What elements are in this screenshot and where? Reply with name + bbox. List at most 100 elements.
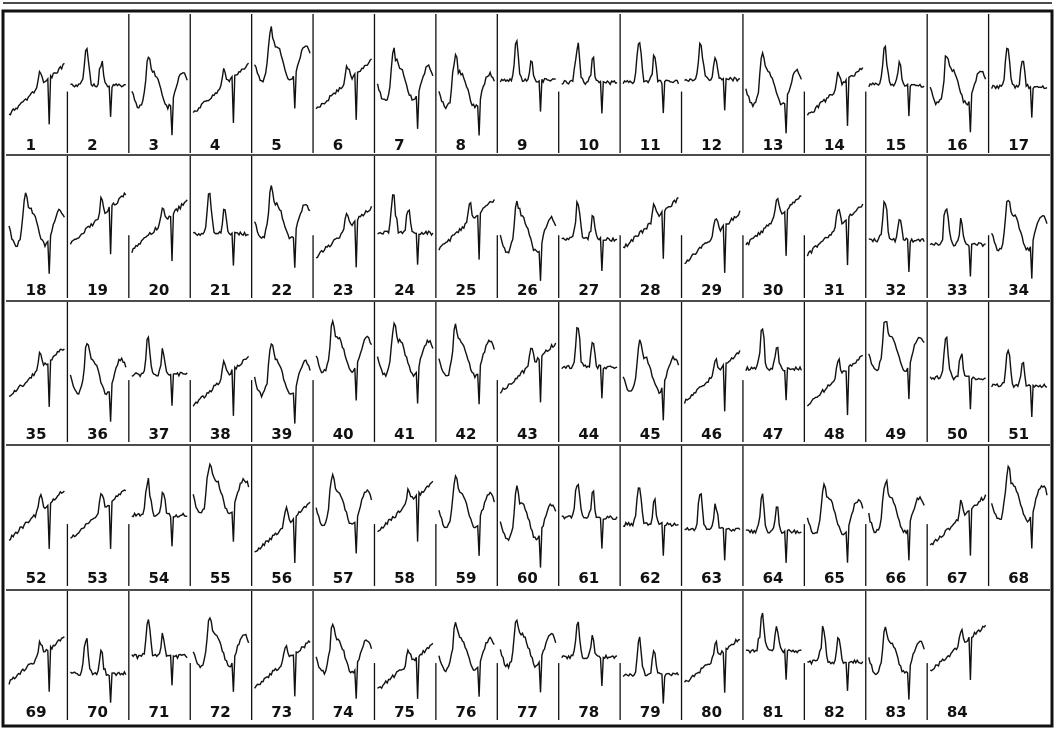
waveform-trace bbox=[561, 483, 618, 549]
panel-label: 67 bbox=[947, 569, 968, 587]
panel-47: 47 bbox=[742, 327, 803, 443]
waveform-trace bbox=[438, 199, 495, 260]
panel-72: 72 bbox=[189, 616, 250, 721]
waveform-trace bbox=[929, 624, 987, 681]
panel-label: 73 bbox=[271, 703, 292, 721]
waveform-trace bbox=[806, 354, 864, 416]
panel-8: 8 bbox=[435, 14, 495, 154]
panel-40: 40 bbox=[312, 318, 373, 443]
panel-label: 63 bbox=[701, 569, 722, 587]
panel-79: 79 bbox=[619, 636, 680, 721]
waveform-trace bbox=[499, 200, 557, 281]
waveform-trace bbox=[745, 493, 802, 563]
waveform-trace bbox=[69, 191, 127, 255]
panel-label: 40 bbox=[333, 425, 354, 443]
waveform-trace bbox=[929, 494, 987, 556]
panel-13: 13 bbox=[742, 14, 803, 154]
panel-73: 73 bbox=[250, 591, 311, 721]
waveform-trace bbox=[8, 636, 65, 692]
panel-25: 25 bbox=[435, 156, 495, 299]
panel-74: 74 bbox=[312, 591, 373, 721]
waveform-trace bbox=[438, 622, 495, 697]
panel-70: 70 bbox=[66, 591, 127, 721]
panel-39: 39 bbox=[250, 342, 311, 443]
panel-22: 22 bbox=[250, 156, 311, 299]
panel-label: 72 bbox=[210, 703, 231, 721]
panel-label: 68 bbox=[1008, 569, 1029, 587]
panel-43: 43 bbox=[496, 342, 557, 443]
panel-label: 30 bbox=[763, 281, 784, 299]
waveform-trace bbox=[69, 638, 127, 703]
panel-12: 12 bbox=[680, 41, 741, 154]
waveform-trace bbox=[683, 350, 741, 412]
panel-36: 36 bbox=[66, 302, 127, 443]
panel-67: 67 bbox=[926, 494, 987, 587]
panel-19: 19 bbox=[66, 156, 127, 299]
panel-62: 62 bbox=[619, 446, 679, 587]
panel-label: 19 bbox=[87, 281, 108, 299]
waveform-trace bbox=[131, 334, 188, 406]
waveform-trace bbox=[684, 210, 741, 273]
panel-4: 4 bbox=[189, 14, 250, 154]
panel-label: 9 bbox=[517, 136, 527, 154]
panel-51: 51 bbox=[987, 302, 1048, 443]
waveform-trace bbox=[745, 195, 802, 256]
panel-label: 17 bbox=[1008, 136, 1029, 154]
panel-3: 3 bbox=[128, 14, 188, 154]
panel-61: 61 bbox=[558, 446, 618, 587]
panel-label: 23 bbox=[333, 281, 354, 299]
panel-label: 1 bbox=[26, 136, 36, 154]
panel-label: 6 bbox=[333, 136, 343, 154]
waveform-trace bbox=[192, 62, 250, 124]
waveform-trace bbox=[254, 639, 311, 697]
row-dividers bbox=[6, 154, 1050, 591]
panel-label: 74 bbox=[333, 703, 354, 721]
waveform-trace bbox=[622, 636, 680, 704]
waveform-trace bbox=[990, 348, 1048, 418]
waveform-trace bbox=[868, 320, 925, 400]
waveform-trace bbox=[990, 199, 1048, 279]
panel-66: 66 bbox=[865, 477, 925, 587]
panel-label: 33 bbox=[947, 281, 968, 299]
waveform-trace bbox=[929, 207, 986, 277]
panel-53: 53 bbox=[66, 489, 127, 587]
panel-label: 41 bbox=[394, 425, 415, 443]
panel-label: 35 bbox=[26, 425, 47, 443]
waveform-trace bbox=[990, 464, 1048, 549]
panel-label: 34 bbox=[1008, 281, 1029, 299]
panel-17: 17 bbox=[987, 14, 1048, 154]
waveform-trace bbox=[315, 622, 373, 699]
panel-5: 5 bbox=[250, 14, 311, 154]
waveform-trace bbox=[499, 485, 557, 568]
panel-30: 30 bbox=[742, 195, 802, 299]
panel-7: 7 bbox=[373, 14, 434, 154]
waveform-trace bbox=[69, 342, 127, 422]
panel-80: 80 bbox=[680, 591, 741, 721]
panel-1: 1 bbox=[8, 62, 65, 154]
panel-label: 65 bbox=[824, 569, 845, 587]
waveform-trace bbox=[70, 46, 126, 117]
panel-77: 77 bbox=[496, 618, 557, 721]
panel-label: 28 bbox=[640, 281, 661, 299]
panel-84: 84 bbox=[926, 624, 987, 721]
waveform-trace bbox=[745, 612, 802, 680]
panel-label: 59 bbox=[456, 569, 477, 587]
panel-label: 11 bbox=[640, 136, 661, 154]
panel-label: 7 bbox=[394, 136, 404, 154]
panel-label: 69 bbox=[26, 703, 47, 721]
panel-label: 78 bbox=[578, 703, 599, 721]
waveform-trace bbox=[131, 477, 188, 547]
panel-69: 69 bbox=[8, 636, 65, 721]
panel-label: 36 bbox=[87, 425, 108, 443]
panel-label: 5 bbox=[271, 136, 281, 154]
waveform-trace bbox=[561, 621, 618, 687]
panel-label: 27 bbox=[578, 281, 599, 299]
panel-label: 66 bbox=[885, 569, 906, 587]
panel-label: 8 bbox=[456, 136, 466, 154]
waveform-trace bbox=[377, 642, 434, 699]
panel-65: 65 bbox=[803, 481, 864, 587]
waveform-trace bbox=[684, 41, 741, 111]
panel-59: 59 bbox=[435, 473, 495, 587]
panel-23: 23 bbox=[312, 205, 373, 299]
panel-20: 20 bbox=[128, 199, 188, 299]
